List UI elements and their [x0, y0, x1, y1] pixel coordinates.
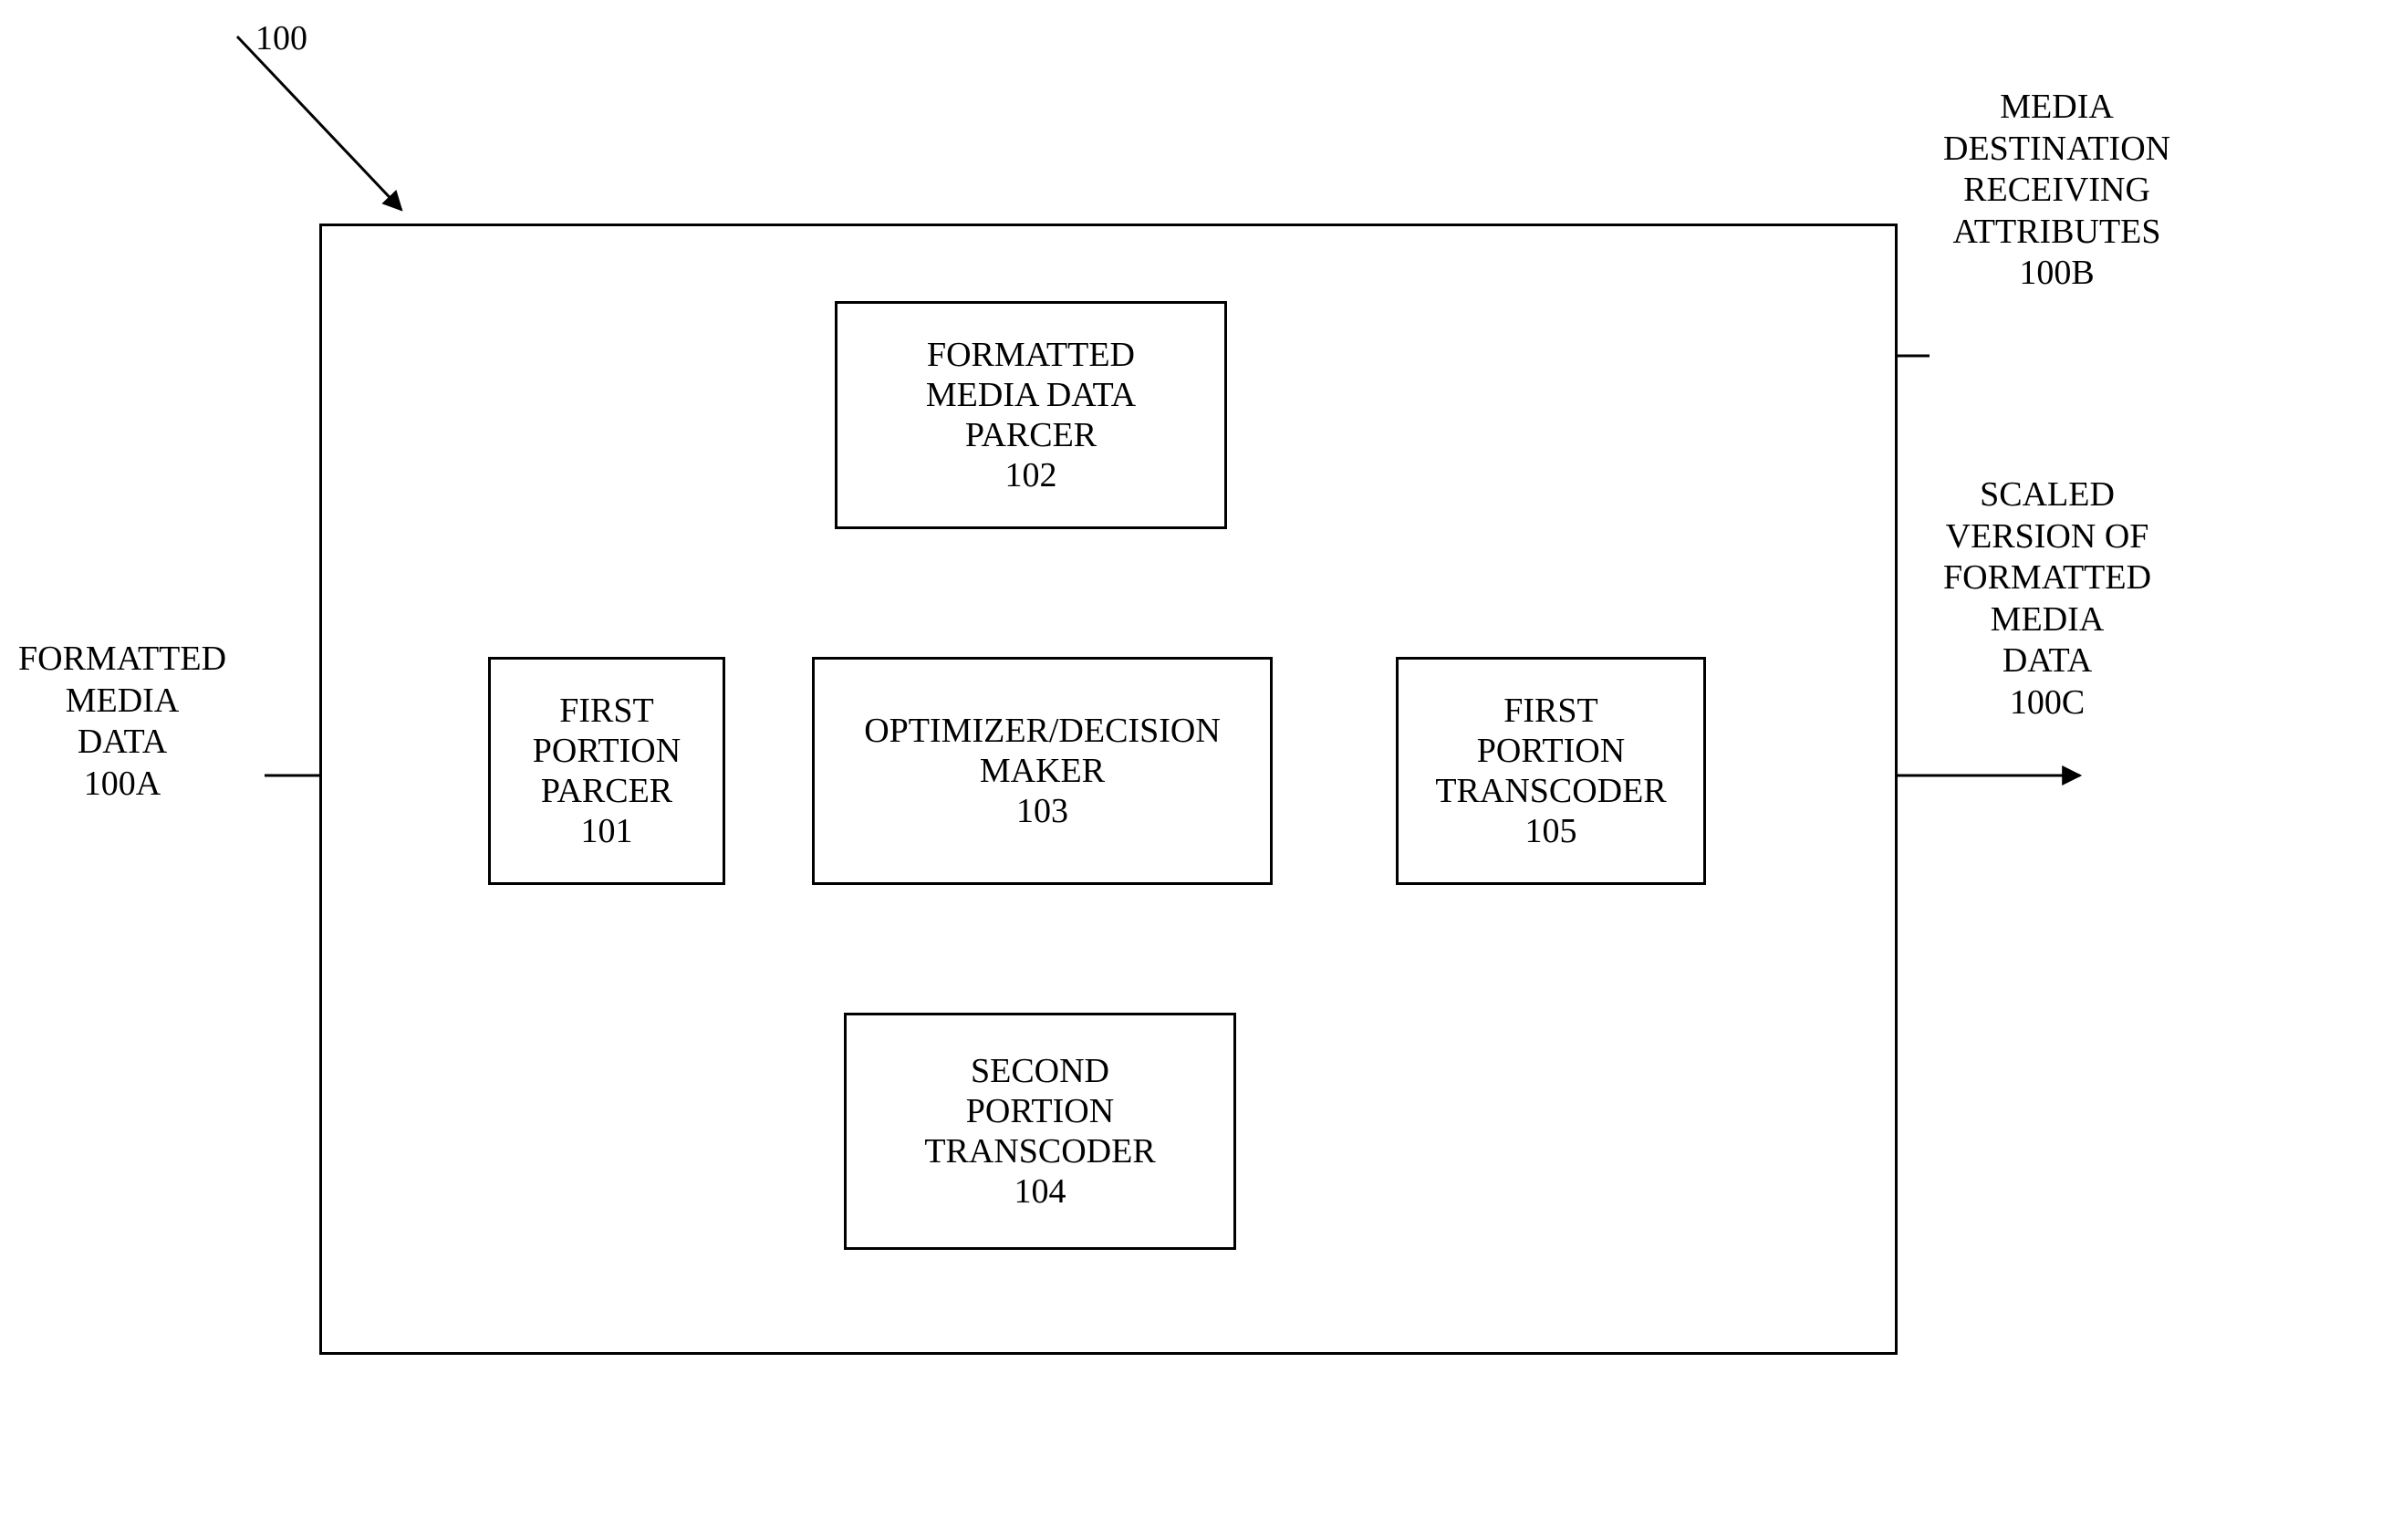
block-label: FIRST PORTION PARCER 101: [533, 691, 681, 851]
optimizer-decision-maker-block: OPTIMIZER/DECISION MAKER 103: [812, 657, 1273, 885]
block-label: FIRST PORTION TRANSCODER 105: [1435, 691, 1666, 851]
output-label: SCALED VERSION OF FORMATTED MEDIA DATA 1…: [1943, 474, 2151, 724]
attributes-label: MEDIA DESTINATION RECEIVING ATTRIBUTES 1…: [1943, 87, 2170, 295]
block-label: FORMATTED MEDIA DATA PARCER 102: [926, 335, 1136, 495]
first-portion-transcoder-block: FIRST PORTION TRANSCODER 105: [1396, 657, 1706, 885]
system-reference-label: 100: [255, 18, 307, 60]
second-portion-transcoder-block: SECOND PORTION TRANSCODER 104: [844, 1013, 1236, 1250]
block-label: SECOND PORTION TRANSCODER 104: [924, 1051, 1155, 1212]
block-label: OPTIMIZER/DECISION MAKER 103: [864, 711, 1221, 831]
formatted-media-data-parcer-block: FORMATTED MEDIA DATA PARCER 102: [835, 301, 1227, 529]
input-label: FORMATTED MEDIA DATA 100A: [18, 639, 226, 805]
first-portion-parcer-block: FIRST PORTION PARCER 101: [488, 657, 725, 885]
